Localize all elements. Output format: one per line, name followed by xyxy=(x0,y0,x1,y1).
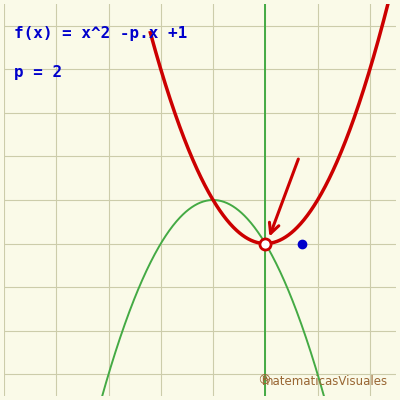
Text: ®: ® xyxy=(257,374,270,388)
Text: matematicasVisuales: matematicasVisuales xyxy=(262,375,388,388)
Text: f(x) = x^2 -p.x +1: f(x) = x^2 -p.x +1 xyxy=(14,26,188,41)
Text: p = 2: p = 2 xyxy=(14,65,62,80)
